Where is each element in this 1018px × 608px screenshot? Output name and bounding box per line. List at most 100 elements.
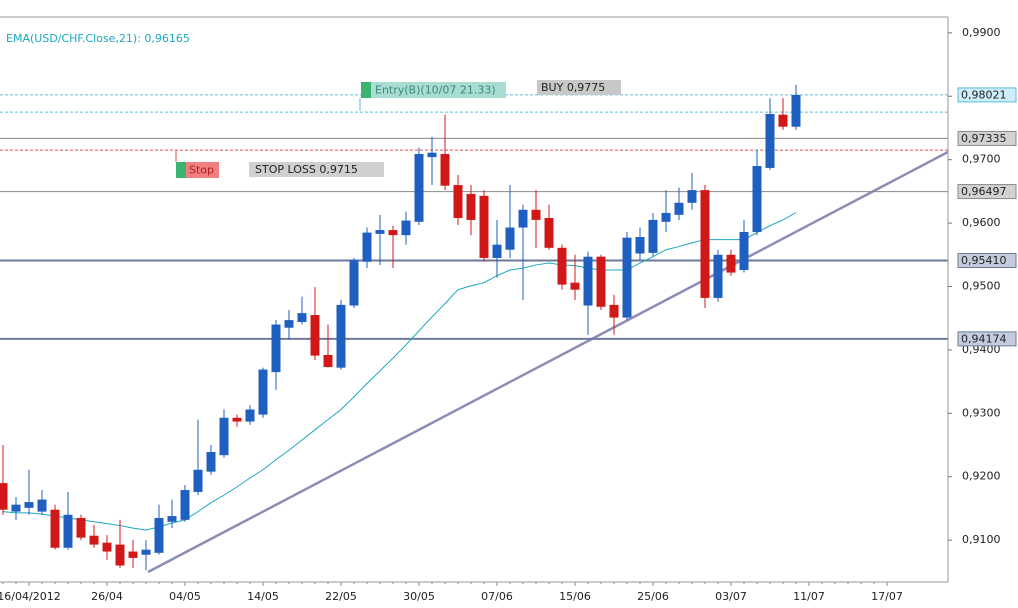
x-tick-label: 15/06 [559, 590, 591, 603]
candle-body [453, 185, 463, 219]
candle-body [739, 231, 749, 271]
candle-body [310, 315, 320, 356]
candle-body [700, 190, 710, 298]
y-tick-label: 0,9900 [962, 26, 1001, 39]
level-label-box [957, 130, 1017, 146]
level-label-box [957, 184, 1017, 200]
candle-body [609, 304, 619, 318]
candle-body [492, 244, 502, 258]
candle-body [752, 166, 762, 232]
y-tick-label: 0,9600 [962, 216, 1001, 229]
candle-body [167, 516, 177, 522]
y-tick-label: 0,9500 [962, 280, 1001, 293]
candle-body [505, 227, 515, 250]
stop-label: Stop [189, 164, 214, 177]
level-label: 0,96497 [961, 185, 1007, 198]
entry-tab [361, 82, 371, 98]
x-tick-label: 30/05 [403, 590, 435, 603]
candle-body [206, 452, 216, 472]
level-label-box [957, 331, 1017, 347]
candle-body [765, 114, 775, 168]
y-tick-label: 0,9700 [962, 153, 1001, 166]
candle-body [401, 220, 411, 236]
stop-tab [176, 162, 186, 178]
candle-body [24, 502, 34, 508]
candle-body [375, 230, 385, 234]
candle-body [778, 114, 788, 127]
level-label-box [957, 253, 1017, 269]
x-tick-label: 03/07 [715, 590, 747, 603]
entry-label: Entry(B)(10/07 21.33) [375, 84, 496, 97]
candle-body [583, 256, 593, 306]
candle-body [518, 209, 528, 228]
y-tick-label: 0,9100 [962, 533, 1001, 546]
candle-body [11, 504, 21, 512]
entry-annotation: Entry(B)(10/07 21.33) BUY 0,9775 [359, 80, 621, 111]
candle-body [531, 209, 541, 220]
candle-body [466, 193, 476, 220]
candle-body [479, 195, 489, 258]
candle-body [63, 514, 73, 548]
candle-body [50, 509, 60, 548]
candle-body [258, 369, 268, 415]
candle-body [726, 254, 736, 273]
candle-body [674, 202, 684, 215]
x-tick-label: 17/07 [871, 590, 903, 603]
candle-body [323, 354, 333, 368]
candle-body [115, 544, 125, 566]
x-tick-label: 16/04/2012 [0, 590, 61, 603]
x-tick-label: 04/05 [169, 590, 201, 603]
candle-body [89, 535, 99, 545]
candle-body [414, 153, 424, 222]
candle-body [570, 282, 580, 290]
candle-body [245, 409, 255, 422]
candle-body [596, 256, 606, 307]
candle-body [388, 230, 398, 236]
candle-body [427, 152, 437, 158]
ema-line [2, 212, 797, 531]
candle-body [271, 324, 281, 373]
level-label-box [957, 87, 1017, 103]
y-tick-label: 0,9300 [962, 406, 1001, 419]
candle-body [0, 483, 8, 510]
entry-box [371, 82, 506, 98]
order-box [537, 80, 621, 95]
x-tick-label: 11/07 [793, 590, 825, 603]
stop-order-box [249, 162, 384, 177]
candle-body [622, 237, 632, 318]
candle-body [713, 254, 723, 298]
candle-body [440, 153, 450, 186]
candle-body [193, 469, 203, 492]
x-tick-label: 22/05 [325, 590, 357, 603]
y-tick-label: 0,9200 [962, 470, 1001, 483]
candle-body [154, 517, 164, 553]
indicator-label: EMA(USD/CHF.Close,21): 0,96165 [6, 32, 190, 45]
candle-body [635, 237, 645, 254]
trend-line [147, 150, 948, 574]
stop-annotation: Stop STOP LOSS 0,9715 [175, 150, 384, 178]
candle-body [336, 304, 346, 368]
order-label: BUY 0,9775 [541, 81, 605, 94]
candle-body [661, 212, 671, 222]
candle-body [76, 517, 86, 538]
candle-body [297, 313, 307, 323]
candle-body [37, 499, 47, 512]
level-label: 0,95410 [961, 254, 1007, 267]
candle-body [349, 259, 359, 306]
candle-body [687, 190, 697, 203]
candle-body [791, 94, 801, 127]
candle-body [648, 219, 658, 253]
stop-order-label: STOP LOSS 0,9715 [255, 163, 358, 176]
level-label: 0,98021 [961, 88, 1007, 101]
candle-body [362, 232, 372, 262]
candle-body [141, 549, 151, 555]
candle-body [284, 320, 294, 328]
level-label: 0,94174 [961, 332, 1007, 345]
x-tick-label: 14/05 [247, 590, 279, 603]
candle-body [102, 542, 112, 552]
x-tick-label: 26/04 [91, 590, 123, 603]
x-tick-label: 25/06 [637, 590, 669, 603]
candle-body [557, 247, 567, 285]
